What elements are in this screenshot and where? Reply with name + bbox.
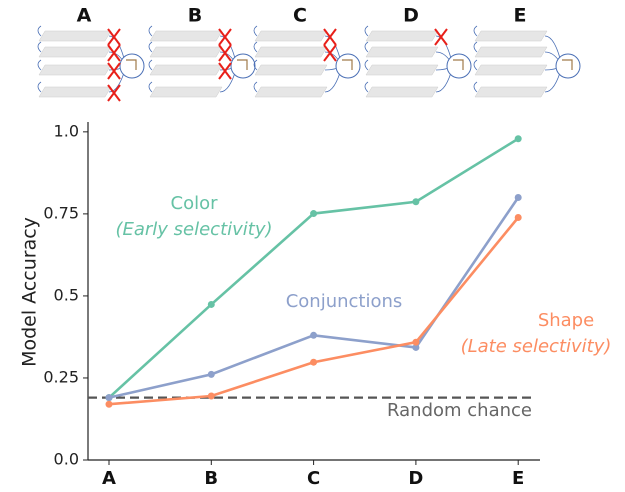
layer-plane [150,47,222,57]
series-label: Color [171,193,219,214]
x-tick-label: C [307,468,320,488]
point [208,301,215,308]
x-tick-label: B [204,468,218,488]
point [515,214,522,221]
loop-arrow [365,82,368,92]
series-label: Conjunctions [286,291,403,312]
y-axis-label: Model Accuracy [19,217,41,367]
ablation-cross [108,85,120,101]
x-tick-label: D [408,468,423,488]
chart: A B C D E Model Accuracy 0.0 0.25 0.5 0.75 1.0 A B… [0,0,625,488]
loop-arrow [149,26,152,36]
readout [447,54,471,78]
loop-arrow [474,26,477,36]
y-tick-label: 0.0 [54,450,79,469]
point [515,135,522,142]
loop-arrow [254,26,257,36]
loop-arrow [38,42,41,52]
panel-label: A [77,5,92,27]
panel-label: E [514,5,527,27]
point [412,339,419,346]
y-tick-label: 0.5 [54,285,79,304]
series-label: Shape [538,310,594,331]
ablation-cross [219,45,231,61]
annotation: (Early selectivity) [115,219,272,240]
point [310,359,317,366]
loop-arrow [38,26,41,36]
layer-plane [475,31,547,41]
layer-plane [255,65,327,75]
layer-plane [366,87,438,97]
y-tick-label: 1.0 [54,121,79,140]
annotation: (Late selectivity) [461,336,612,357]
loop-arrow [365,26,368,36]
loop-arrow [474,42,477,52]
ablation-cross [219,29,231,45]
layer-plane [255,47,327,57]
layer-plane [39,31,111,41]
loop-arrow [474,60,477,70]
ablation-cross [108,63,120,79]
y-tick-label: 0.25 [43,367,79,386]
layer-plane [39,65,111,75]
panel-label: B [188,5,202,27]
ablation-cross [108,29,120,45]
layer-plane [475,87,547,97]
readout [120,54,144,78]
layer-plane [255,87,327,97]
layer-plane [366,31,438,41]
ablation-cross [324,29,336,45]
layer-plane [150,87,222,97]
point [106,401,113,408]
layer-plane [475,65,547,75]
layer-plane [366,65,438,75]
loop-arrow [254,82,257,92]
loop-arrow [38,82,41,92]
point [412,198,419,205]
y-tick-label: 0.75 [43,203,79,222]
layer-plane [255,31,327,41]
layer-plane [39,47,111,57]
point [208,371,215,378]
readout [556,54,580,78]
ablation-cross [108,45,120,61]
ablation-cross [219,63,231,79]
loop-arrow [149,60,152,70]
panel-label: D [403,5,419,27]
point [106,394,113,401]
reference-label: Random chance [387,400,532,421]
loop-arrow [38,60,41,70]
layer-plane [150,65,222,75]
panel-label: C [293,5,307,27]
loop-arrow [254,42,257,52]
loop-arrow [149,42,152,52]
ablation-cross [435,29,447,45]
point [515,194,522,201]
loop-arrow [365,42,368,52]
loop-arrow [149,82,152,92]
model-diagrams: A B C D E [38,5,580,102]
layer-plane [475,47,547,57]
readout [336,54,360,78]
loop-arrow [365,60,368,70]
layer-plane [150,31,222,41]
layer-plane [39,87,111,97]
x-tick-label: A [102,468,116,488]
loop-arrow [474,82,477,92]
point [208,393,215,400]
point [310,332,317,339]
ablation-cross [324,45,336,61]
point [310,210,317,217]
readout [231,54,255,78]
x-tick-label: E [512,468,524,488]
layer-plane [366,47,438,57]
